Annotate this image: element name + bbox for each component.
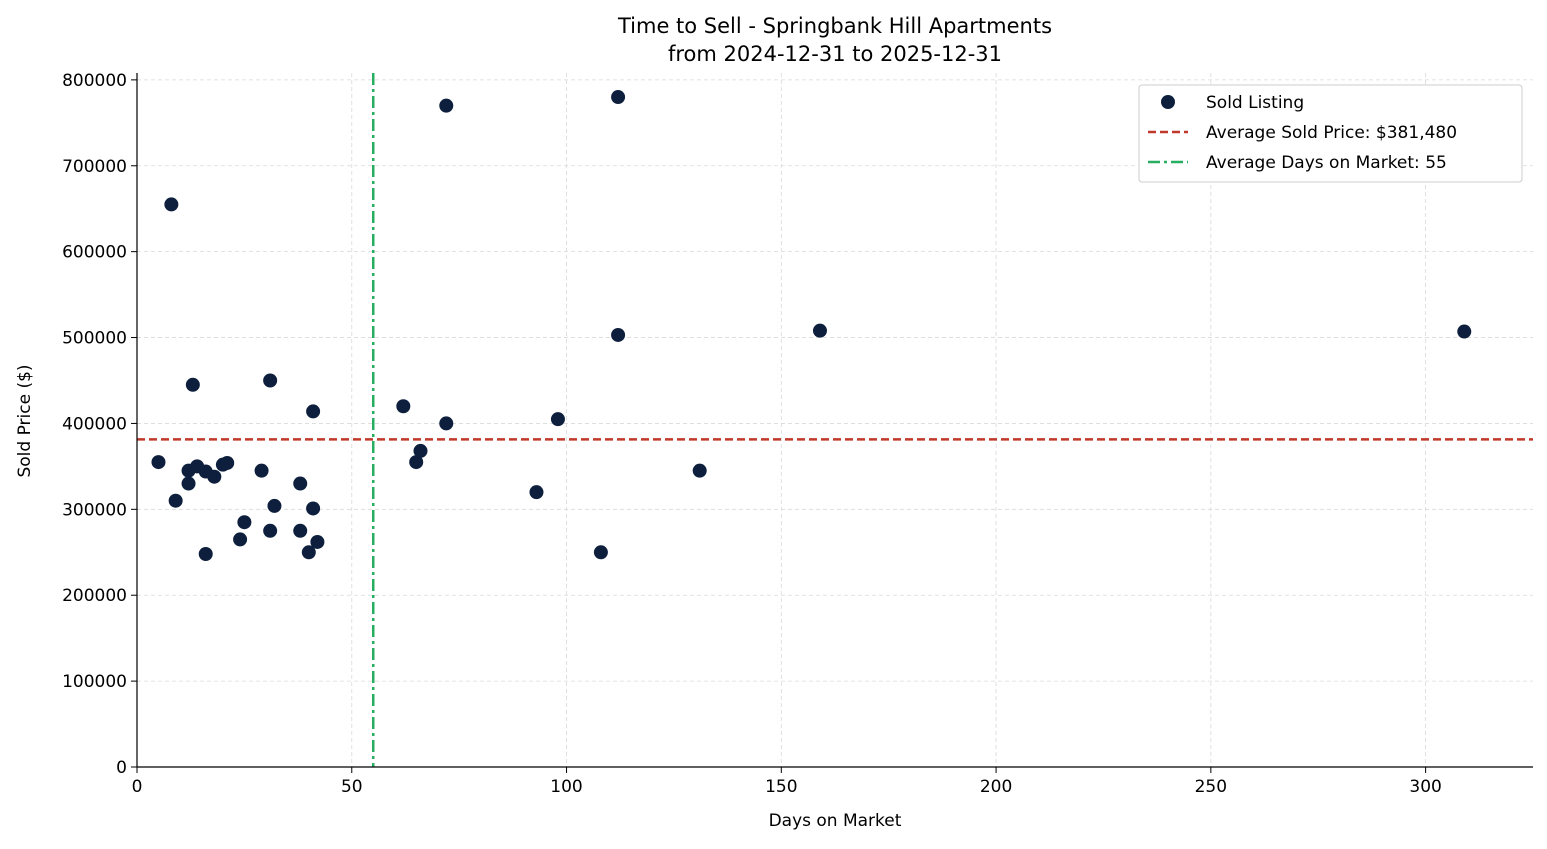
data-point (263, 373, 278, 388)
x-tick-label: 100 (550, 777, 582, 797)
data-point (254, 463, 269, 478)
data-point (692, 463, 707, 478)
data-point (439, 98, 454, 113)
data-point (185, 377, 200, 392)
y-tick-label: 200000 (62, 586, 127, 606)
legend-box (1138, 84, 1523, 183)
x-tick-label: 300 (1409, 777, 1441, 797)
data-point (611, 90, 626, 105)
data-point (413, 443, 428, 458)
data-point (306, 404, 321, 419)
data-point (181, 476, 196, 491)
data-point (439, 416, 454, 431)
legend-marker-sold (1161, 95, 1175, 109)
x-tick-label: 200 (980, 777, 1012, 797)
y-tick-label: 100000 (62, 672, 127, 692)
data-points (151, 90, 1472, 561)
data-point (237, 515, 252, 530)
data-point (812, 323, 827, 338)
data-point (233, 532, 248, 547)
data-point (306, 501, 321, 516)
legend-label-sold: Sold Listing (1206, 93, 1304, 113)
data-point (267, 498, 282, 513)
axes: 0 50 100 150 200 250 300 0 100000 200000 300000 400… (62, 71, 1533, 797)
y-tick-label: 700000 (62, 157, 127, 177)
x-tick-label: 250 (1195, 777, 1227, 797)
data-point (164, 197, 179, 212)
chart-title: Time to Sell - Springbank Hill Apartment… (617, 14, 1052, 38)
y-axis-label: Sold Price ($) (15, 364, 35, 477)
data-point (409, 455, 424, 470)
data-point (593, 545, 608, 560)
y-tick-label: 800000 (62, 71, 127, 91)
y-tick-label: 400000 (62, 414, 127, 434)
reference-lines (137, 73, 1533, 767)
y-tick-label: 300000 (62, 500, 127, 520)
data-point (263, 523, 278, 538)
y-tick-label: 0 (116, 758, 127, 778)
y-tick-label: 500000 (62, 329, 127, 349)
data-point (151, 455, 166, 470)
legend: Sold Listing Average Sold Price: $381,48… (1138, 84, 1523, 183)
data-point (168, 493, 183, 508)
legend-label-avg-days: Average Days on Market: 55 (1206, 153, 1447, 173)
x-tick-label: 150 (765, 777, 797, 797)
data-point (220, 455, 235, 470)
x-tick-label: 50 (341, 777, 363, 797)
data-point (396, 399, 411, 414)
data-point (207, 469, 222, 484)
data-point (1457, 324, 1472, 339)
data-point (529, 485, 544, 500)
x-axis-label: Days on Market (769, 811, 902, 831)
y-tick-label: 600000 (62, 243, 127, 263)
data-point (301, 545, 316, 560)
data-point (293, 476, 308, 491)
chart-subtitle: from 2024-12-31 to 2025-12-31 (668, 42, 1002, 66)
data-point (310, 534, 325, 549)
data-point (611, 327, 626, 342)
x-tick-label: 0 (132, 777, 143, 797)
data-point (198, 546, 213, 561)
data-point (293, 523, 308, 538)
legend-label-avg-price: Average Sold Price: $381,480 (1206, 123, 1457, 143)
data-point (550, 412, 565, 427)
